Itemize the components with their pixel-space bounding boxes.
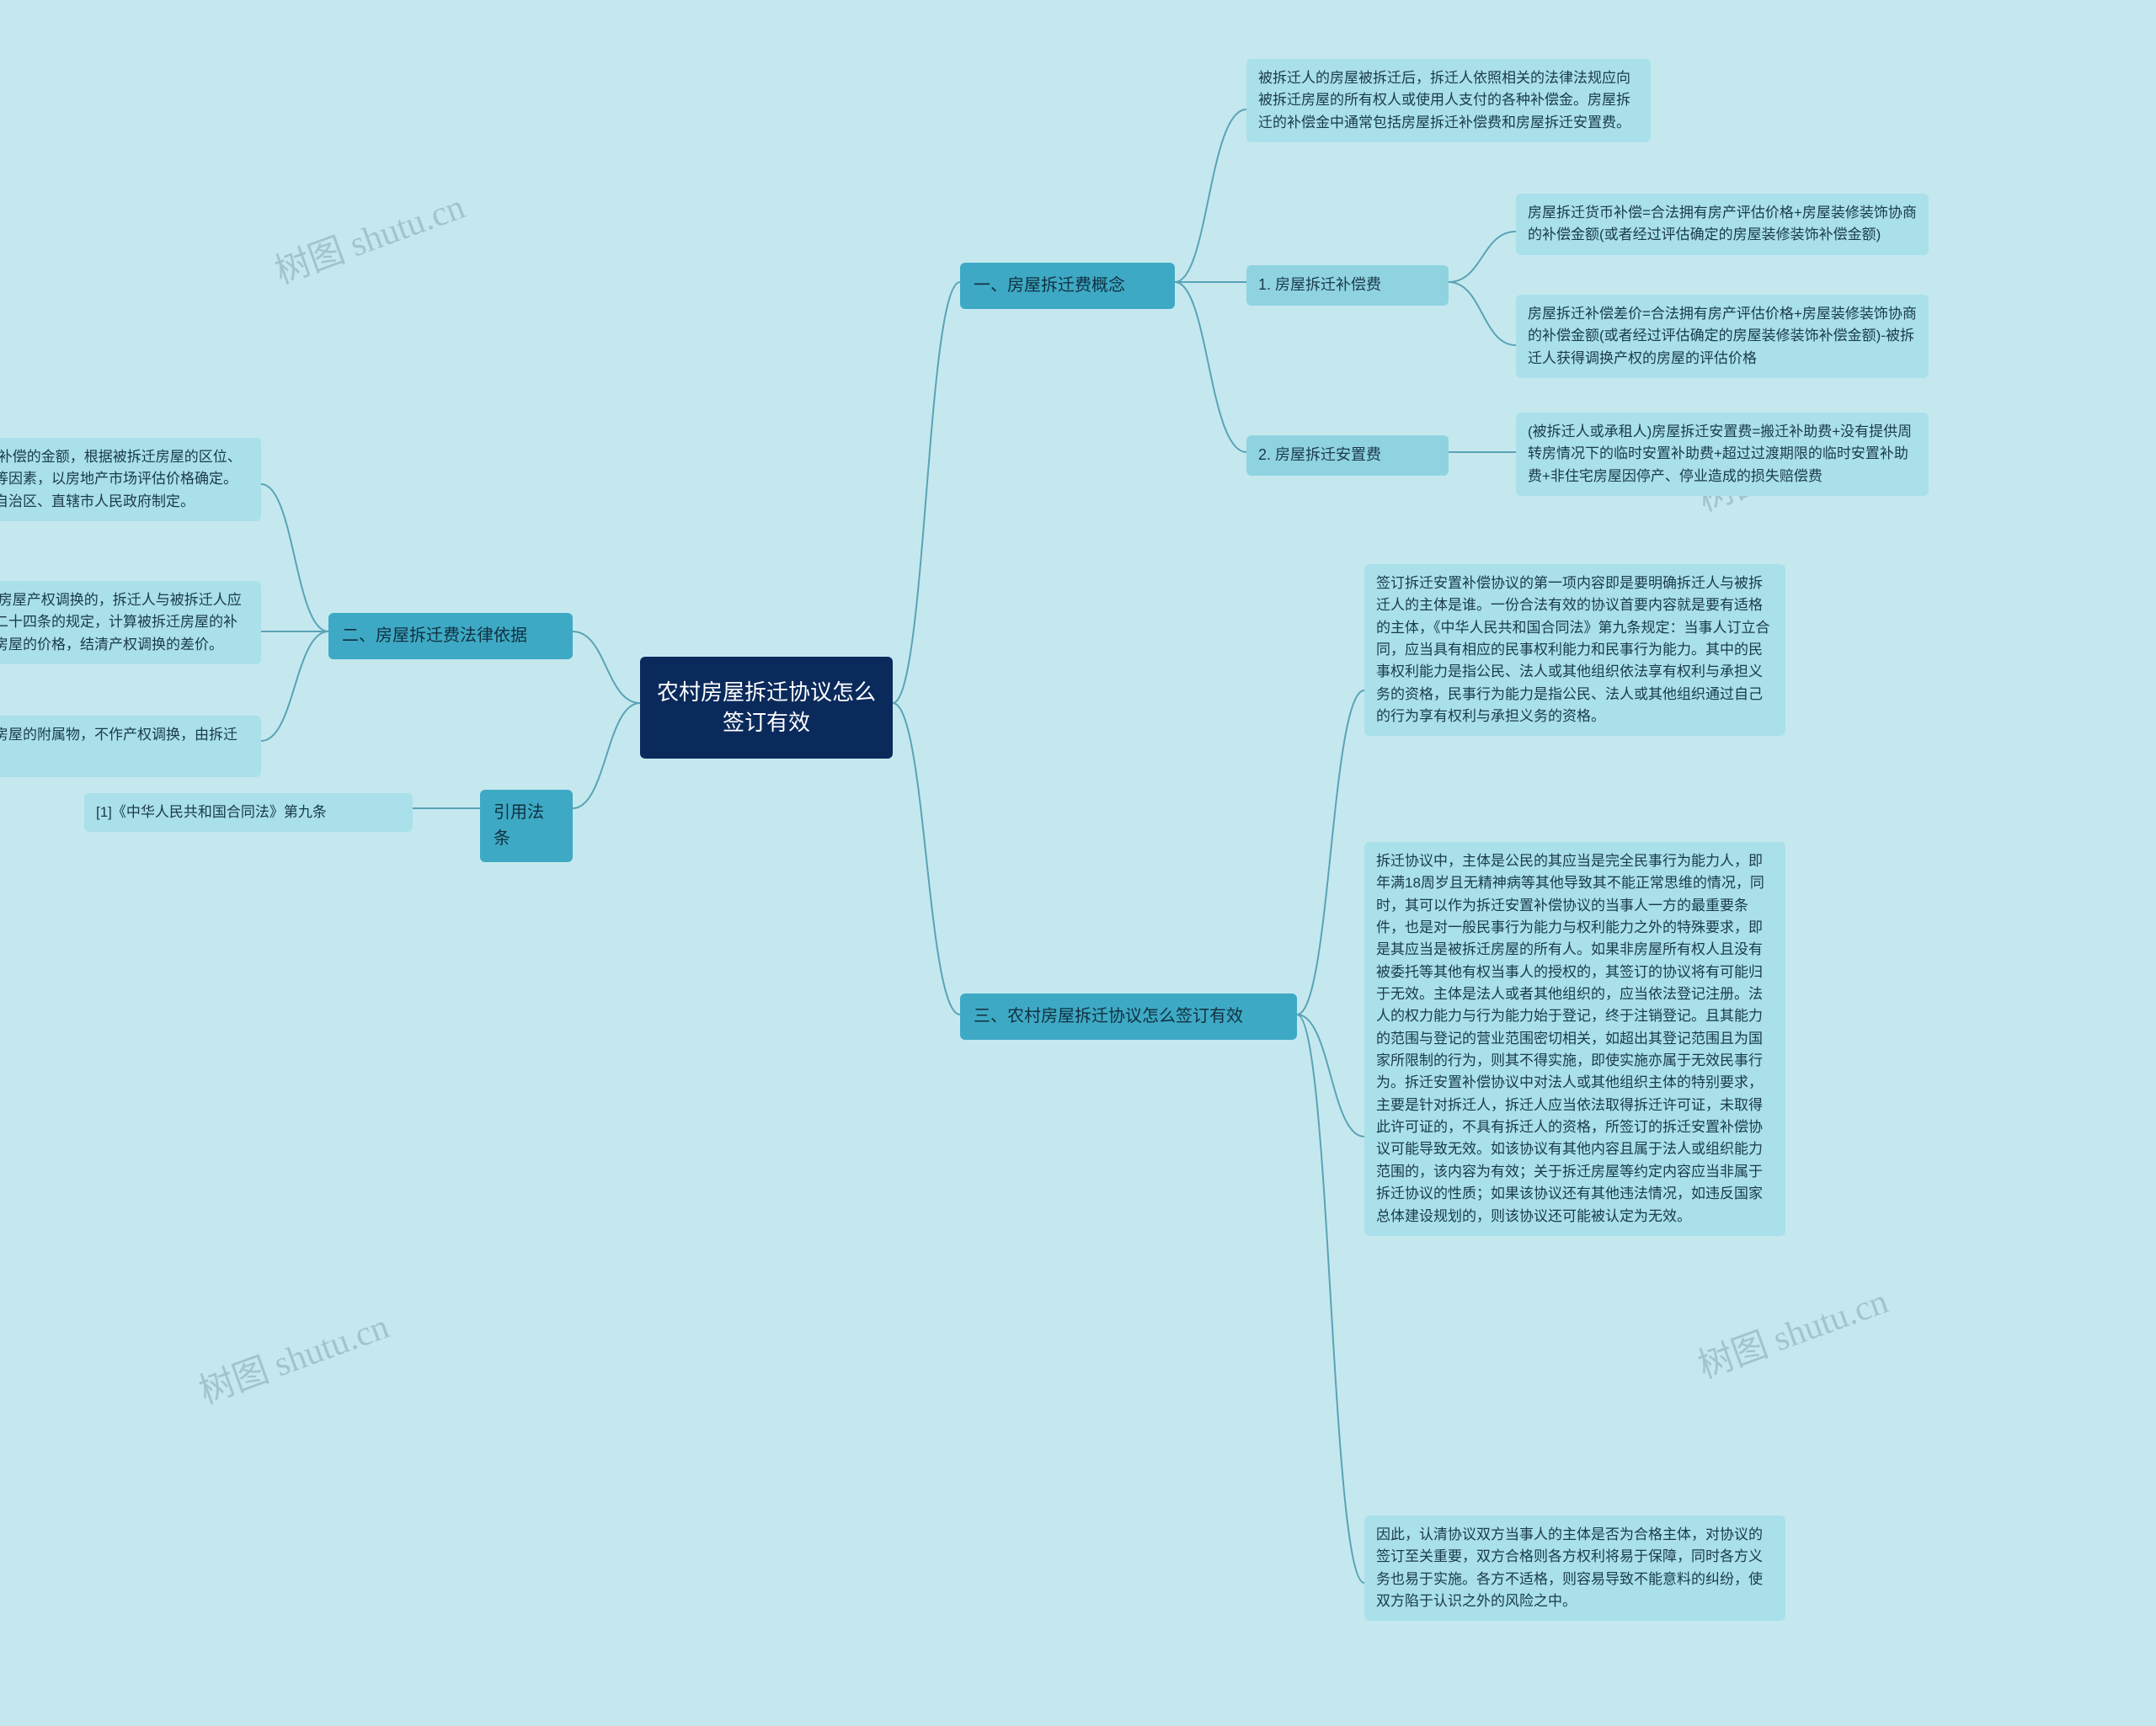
sub-resettlement-fee: 2. 房屋拆迁安置费	[1246, 435, 1449, 476]
leaf-demolition-compensation-intro: 被拆迁人的房屋被拆迁后，拆迁人依照相关的法律法规应向被拆迁房屋的所有权人或使用人…	[1246, 59, 1651, 142]
leaf-article-25: 第二十五条 实行房屋产权调换的，拆迁人与被拆迁人应当依照本条例第二十四条的规定，…	[0, 581, 261, 664]
leaf-resettlement-formula: (被拆迁人或承租人)房屋拆迁安置费=搬迁补助费+没有提供周转房情况下的临时安置补…	[1516, 413, 1929, 496]
leaf-conclusion: 因此，认清协议双方当事人的主体是否为合格主体，对协议的签订至关重要，双方合格则各…	[1364, 1516, 1785, 1621]
branch-section-3: 三、农村房屋拆迁协议怎么签订有效	[960, 994, 1297, 1040]
connector-layer	[0, 0, 2156, 1726]
root-node: 农村房屋拆迁协议怎么签订有效	[640, 657, 893, 759]
leaf-article-24: 第二十四条 货币补偿的金额，根据被拆迁房屋的区位、用途、建筑面积等因素，以房地产…	[0, 438, 261, 521]
sub-compensation-fee: 1. 房屋拆迁补偿费	[1246, 265, 1449, 306]
leaf-capacity-requirements: 拆迁协议中，主体是公民的其应当是完全民事行为能力人，即年满18周岁且无精神病等其…	[1364, 842, 1785, 1236]
branch-section-1: 一、房屋拆迁费概念	[960, 263, 1175, 309]
branch-section-2: 二、房屋拆迁费法律依据	[328, 613, 573, 659]
branch-cited-law: 引用法条	[480, 790, 573, 862]
watermark: 树图 shutu.cn	[191, 1298, 395, 1414]
leaf-cited-law-item: [1]《中华人民共和国合同法》第九条	[84, 793, 413, 832]
watermark: 树图 shutu.cn	[1690, 1273, 1894, 1389]
leaf-non-public-welfare: 拆迁非公益事业房屋的附属物，不作产权调换，由拆迁人给予货币补偿。	[0, 716, 261, 777]
leaf-monetary-compensation: 房屋拆迁货币补偿=合法拥有房产评估价格+房屋装修装饰协商的补偿金额(或者经过评估…	[1516, 194, 1929, 255]
leaf-compensation-difference: 房屋拆迁补偿差价=合法拥有房产评估价格+房屋装修装饰协商的补偿金额(或者经过评估…	[1516, 295, 1929, 378]
watermark: 树图 shutu.cn	[267, 178, 471, 295]
leaf-subject-qualification: 签订拆迁安置补偿协议的第一项内容即是要明确拆迁人与被拆迁人的主体是谁。一份合法有…	[1364, 564, 1785, 736]
